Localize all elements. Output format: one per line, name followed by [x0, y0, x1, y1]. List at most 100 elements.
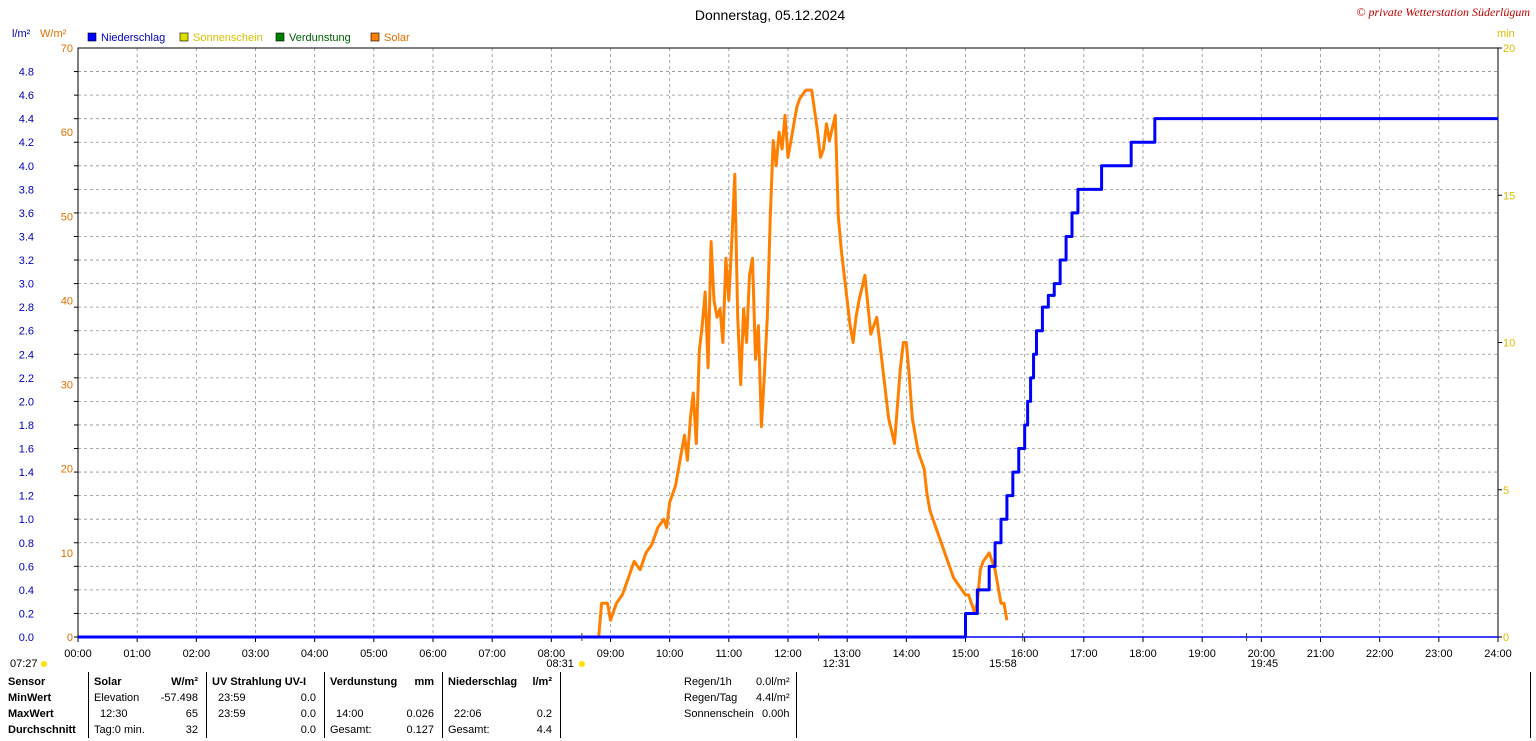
x-tick-label: 06:00	[419, 648, 447, 660]
rain-tick-label: 3.4	[19, 231, 34, 243]
rain-tick-label: 3.6	[19, 208, 34, 220]
rain-tick-label: 2.6	[19, 326, 34, 338]
table-divider	[206, 672, 207, 738]
x-tick-label: 11:00	[715, 648, 742, 660]
x-tick-label: 16:00	[1011, 648, 1039, 660]
solar-avg-label: Tag:0 min.	[94, 724, 145, 736]
rain-tick-label: 4.0	[19, 161, 34, 173]
rain-tick-label: 3.0	[19, 279, 34, 291]
x-tick-label: 20:00	[1248, 648, 1276, 660]
uv-header: UV Strahlung UV-I	[212, 676, 307, 688]
chart-title: Donnerstag, 05.12.2024	[695, 7, 845, 23]
rain-tick-label: 0.4	[19, 585, 34, 597]
legend-label: Niederschlag	[101, 32, 165, 44]
solar-tick-label: 10	[61, 548, 73, 560]
series-line-solar	[597, 88, 1009, 638]
minutes-tick-label: 10	[1503, 338, 1515, 350]
row-labels: Sensor MinWert MaxWert Durchschnitt	[8, 674, 88, 738]
evap-sum-value: 0.127	[406, 724, 434, 736]
evap-unit: mm	[414, 676, 434, 688]
minutes-tick-label: 15	[1503, 190, 1515, 202]
legend-swatch	[87, 32, 97, 42]
solar-min-value: -57.498	[160, 692, 198, 704]
table-divider	[442, 672, 443, 738]
legend-label: Solar	[384, 32, 410, 44]
summary-block: Regen/1h 0.0l/m² Regen/Tag 4.4l/m² Sonnens…	[684, 674, 794, 722]
evap-max-value: 0.026	[406, 708, 434, 720]
evap-column: Verdunstung mm 14:00 0.026 Gesamt: 0.127	[330, 674, 436, 738]
uv-column: UV Strahlung UV-I 23:59 0.0 23:59 0.0 0.0	[212, 674, 318, 738]
solar-tick-label: 20	[61, 464, 73, 476]
x-tick-label: 03:00	[242, 648, 270, 660]
y-axes: 0.0 0.2 0.4 0.6 0.8 1.0 1.2 1.4 1.6 1.8 2.0 2.2 2.4 2…	[19, 43, 1516, 644]
rain-tick-label: 0.6	[19, 561, 34, 573]
marker-label-sunset: 19:45	[1251, 658, 1279, 670]
solar-unit: W/m²	[171, 676, 198, 688]
x-tick-label: 17:00	[1070, 648, 1098, 660]
summary-label-rain-day: Regen/Tag	[684, 692, 738, 704]
legend-swatch	[370, 32, 380, 42]
x-tick-label: 02:00	[183, 648, 211, 660]
rain-tick-label: 0.8	[19, 538, 34, 550]
solar-max-label: 12:30	[100, 708, 128, 720]
grid	[77, 47, 1499, 638]
x-tick-label: 05:00	[360, 648, 388, 660]
table-divider	[1530, 672, 1531, 738]
x-axis: 00:00 01:00 02:00 03:00 04:00 05:00 06:00 07:00…	[64, 637, 1512, 660]
rain-tick-label: 1.8	[19, 420, 34, 432]
rain-tick-label: 1.4	[19, 467, 34, 479]
minutes-tick-label: 5	[1503, 485, 1509, 497]
rain-sum-value: 4.4	[536, 724, 552, 736]
evap-sum-label: Gesamt:	[330, 724, 372, 736]
solar-axis-unit: W/m²	[40, 28, 67, 40]
evap-header: Verdunstung	[330, 676, 398, 688]
x-tick-label: 23:00	[1425, 648, 1453, 660]
time-markers: 07:27 08:31 12:31 15:58 19:45	[10, 633, 1278, 670]
rain-tick-label: 3.2	[19, 255, 34, 267]
x-tick-label: 13:00	[833, 648, 861, 660]
weather-chart: Donnerstag, 05.12.2024 © private Wetters…	[10, 5, 1530, 670]
rain-tick-label: 2.4	[19, 349, 34, 361]
rain-tick-label: 2.8	[19, 302, 34, 314]
rain-tick-label: 4.8	[19, 67, 34, 79]
sun-icon	[578, 661, 585, 667]
marker-label-solar_noon: 12:31	[823, 658, 851, 670]
x-tick-label: 14:00	[893, 648, 921, 660]
summary-label-sunshine: Sonnenschein	[684, 708, 754, 720]
summary-label-rain-1h: Regen/1h	[684, 676, 732, 688]
rain-tick-label: 4.6	[19, 90, 34, 102]
summary-value-sunshine: 0.00h	[762, 708, 790, 720]
summary-value-rain-1h: 0.0l/m²	[756, 676, 790, 688]
rain-max-value: 0.2	[536, 708, 552, 720]
rain-tick-label: 2.0	[19, 396, 34, 408]
marker-label-sun_end: 15:58	[989, 658, 1017, 670]
minutes-tick-label: 20	[1503, 43, 1515, 55]
rain-max-label: 22:06	[454, 708, 482, 720]
x-tick-label: 22:00	[1366, 648, 1394, 660]
uv-min-label: 23:59	[218, 692, 246, 704]
rain-tick-label: 0.2	[19, 608, 34, 620]
solar-max-value: 65	[185, 708, 198, 720]
uv-max-value: 0.0	[300, 708, 316, 720]
uv-min-value: 0.0	[300, 692, 316, 704]
row-label-max: MaxWert	[8, 708, 54, 720]
x-tick-label: 00:00	[64, 648, 92, 660]
table-divider	[324, 672, 325, 738]
solar-tick-label: 50	[61, 211, 73, 223]
rain-tick-label: 3.8	[19, 184, 34, 196]
rain-column: Niederschlag l/m² 22:06 0.2 Gesamt: 4.4	[448, 674, 554, 738]
x-tick-label: 24:00	[1484, 648, 1512, 660]
row-label-min: MinWert	[8, 692, 52, 704]
legend-swatch	[275, 32, 285, 42]
rain-sum-label: Gesamt:	[448, 724, 490, 736]
x-tick-label: 15:00	[952, 648, 980, 660]
minutes-axis-unit: min	[1497, 28, 1515, 40]
x-tick-label: 12:00	[774, 648, 802, 660]
x-tick-label: 21:00	[1307, 648, 1335, 660]
solar-tick-label: 0	[67, 632, 73, 644]
legend-label: Verdunstung	[289, 32, 351, 44]
summary-value-rain-day: 4.4l/m²	[756, 692, 790, 704]
rain-tick-label: 4.4	[19, 114, 34, 126]
series-line-niederschlag	[78, 117, 1498, 639]
rain-tick-label: 4.2	[19, 137, 34, 149]
